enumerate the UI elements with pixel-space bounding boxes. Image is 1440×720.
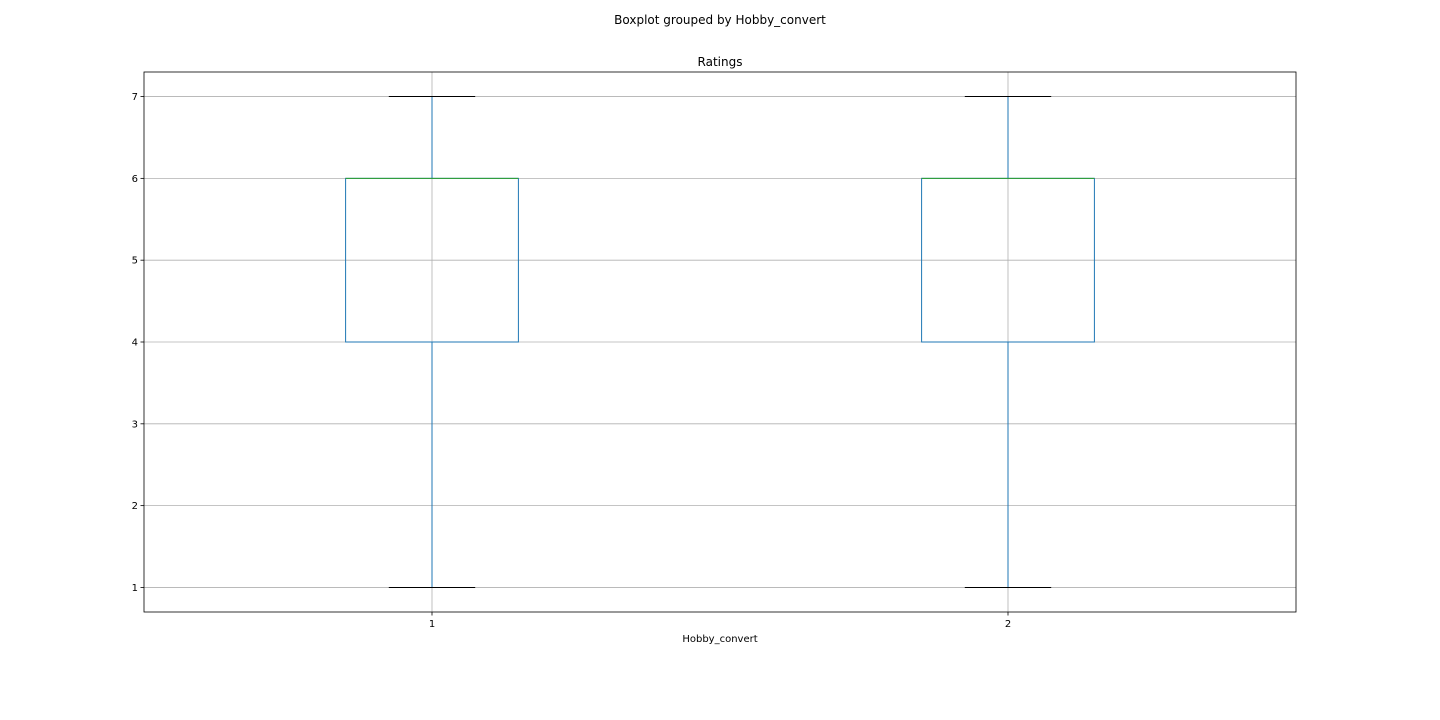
axes-title: Ratings (698, 55, 743, 69)
y-tick-label: 1 (132, 583, 138, 594)
grid-layer (144, 72, 1296, 612)
figure-suptitle: Boxplot grouped by Hobby_convert (614, 13, 826, 27)
y-tick-label: 6 (132, 174, 138, 185)
y-tick-label: 3 (132, 419, 138, 430)
x-axis-label: Hobby_convert (682, 634, 757, 645)
x-tick-label: 2 (1005, 619, 1011, 630)
y-tick-label: 5 (132, 256, 138, 267)
y-tick-label: 4 (132, 338, 138, 349)
box-group-1 (345, 96, 519, 588)
x-tick-label: 1 (429, 619, 435, 630)
tick-layer: 1 2 3 4 5 6 7 1 2 (132, 92, 1012, 630)
box-layer (345, 96, 1095, 588)
box-group-2 (921, 96, 1095, 588)
y-tick-label: 2 (132, 501, 138, 512)
y-tick-label: 7 (132, 92, 138, 103)
